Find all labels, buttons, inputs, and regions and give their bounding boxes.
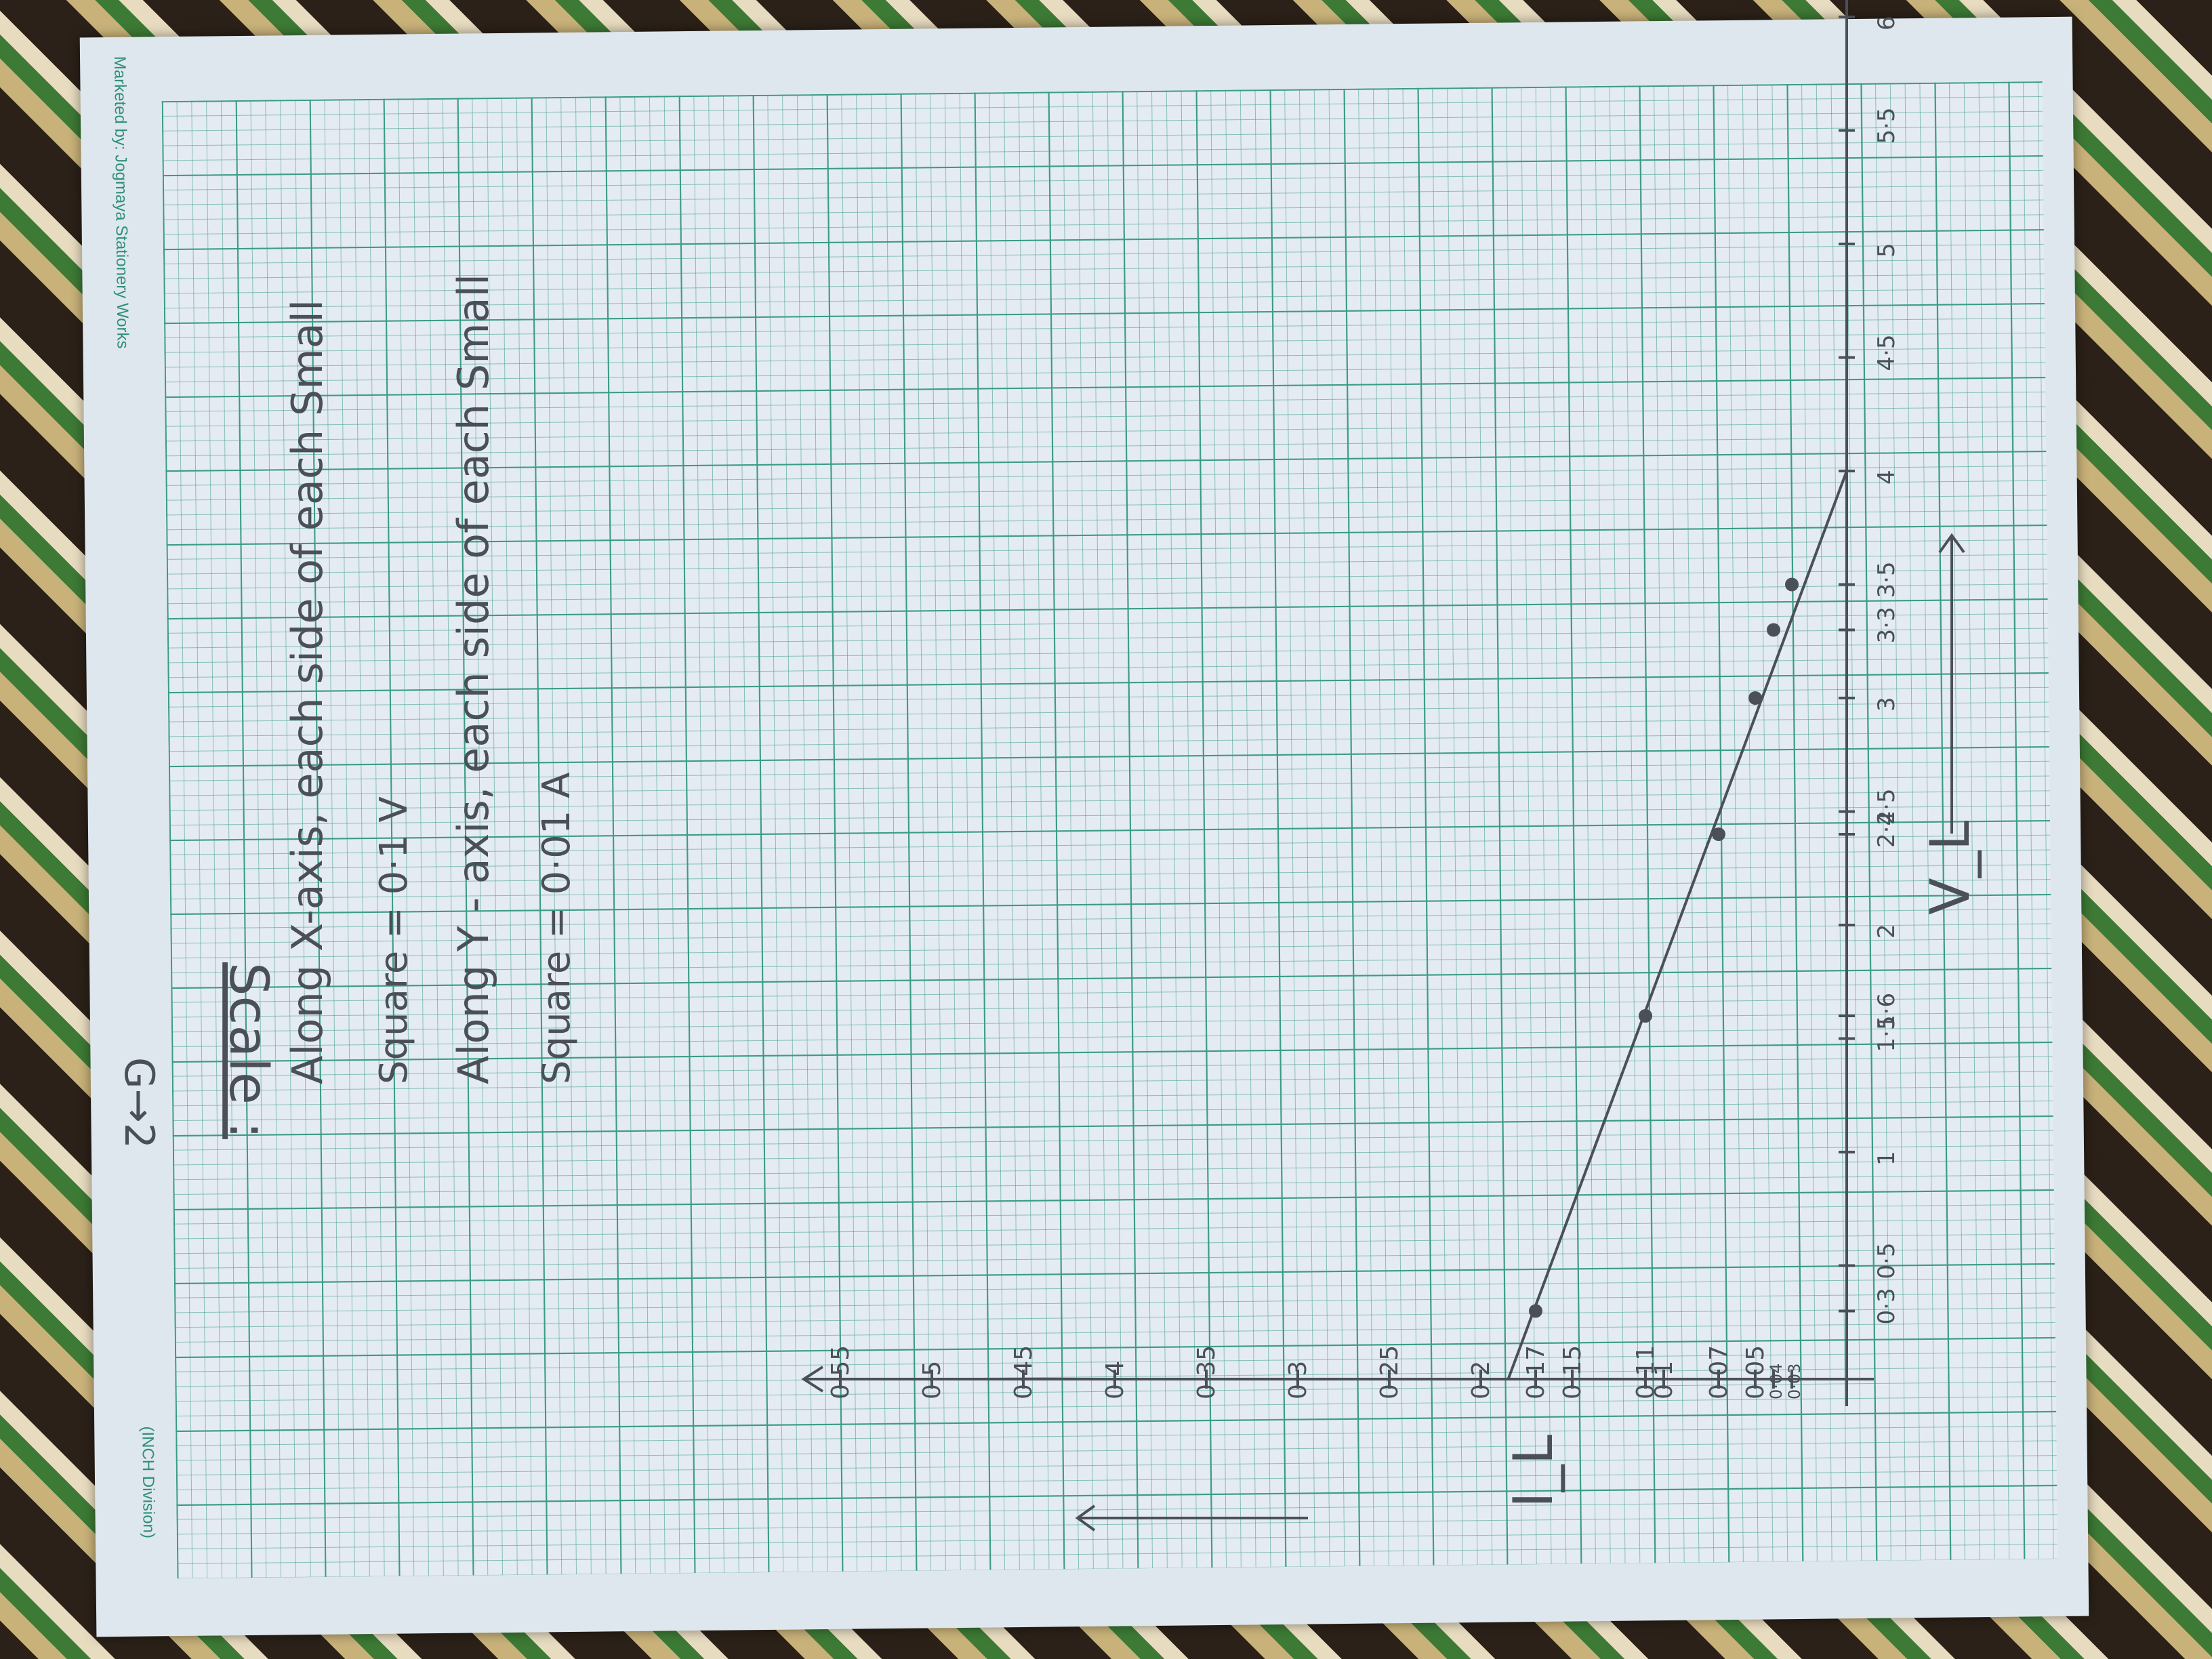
x-tick-label: 0·3 bbox=[1873, 1288, 1900, 1324]
data-point bbox=[1639, 1009, 1652, 1023]
scale-title: Scale : bbox=[218, 962, 279, 1139]
x-tick-label: 1·5 bbox=[1873, 1015, 1900, 1052]
y-tick-label: 0·11 bbox=[1632, 1345, 1660, 1399]
y-tick-label: 0·55 bbox=[827, 1345, 855, 1399]
x-tick-label: 4 bbox=[1873, 470, 1900, 485]
scale-y-line1: Along Y - axis, each side of each Small bbox=[449, 274, 498, 1084]
plot-area: 0·3 0·5 1 1·51·6 2 2·42·5 3 3·3 3·5 4 4·5 5 5·5 6 0·03… bbox=[801, 0, 1982, 1532]
y-tick-label: 0·2 bbox=[1467, 1361, 1495, 1399]
x-tick-label: 0·5 bbox=[1873, 1242, 1900, 1279]
x-tick-label: 3 bbox=[1873, 697, 1900, 712]
y-tick-label: 0·15 bbox=[1559, 1345, 1586, 1399]
y-tick-label: 0·03 bbox=[1785, 1364, 1804, 1399]
data-point bbox=[1712, 827, 1725, 841]
y-tick-label: 0·07 bbox=[1705, 1345, 1733, 1399]
data-point bbox=[1748, 691, 1762, 705]
y-label-arrow-head bbox=[1075, 1504, 1096, 1532]
y-tick-label: 0·35 bbox=[1193, 1345, 1221, 1399]
y-tick-label: 0·4 bbox=[1101, 1361, 1129, 1399]
y-tick-label: 0·17 bbox=[1522, 1345, 1550, 1399]
x-label-arrow-head bbox=[1938, 533, 1965, 554]
y-tick-label: 0·04 bbox=[1767, 1364, 1786, 1399]
graph-number: G→2 bbox=[115, 1057, 163, 1149]
x-tick-label: 3·5 bbox=[1873, 561, 1900, 598]
x-tick-label: 4·5 bbox=[1873, 334, 1900, 371]
data-point bbox=[1785, 577, 1799, 592]
data-point bbox=[1529, 1304, 1542, 1318]
scale-x-line1: Along X-axis, each side of each Small bbox=[283, 300, 332, 1084]
y-tick-label: 0·1 bbox=[1650, 1361, 1678, 1399]
y-axis-label: I_L bbox=[1502, 1434, 1565, 1508]
y-tick-label: 0·05 bbox=[1742, 1345, 1769, 1399]
x-tick-label: 3·3 bbox=[1873, 607, 1900, 643]
x-tick-label: 2 bbox=[1873, 924, 1900, 939]
x-tick-label: 6 bbox=[1873, 16, 1900, 30]
x-tick-label: 1 bbox=[1873, 1151, 1900, 1166]
x-tick-label: 1·6 bbox=[1873, 993, 1900, 1029]
data-point bbox=[1767, 623, 1780, 637]
y-tick-label: 0·45 bbox=[1010, 1345, 1038, 1399]
x-tick-label: 2·5 bbox=[1873, 788, 1900, 825]
x-axis-label: V_L bbox=[1919, 820, 1982, 915]
x-tick-label: 2·4 bbox=[1873, 811, 1900, 848]
y-tick-label: 0·3 bbox=[1284, 1361, 1312, 1399]
x-tick-label: 5·5 bbox=[1873, 107, 1900, 144]
scale-x-line2: Square = 0·1 V bbox=[372, 796, 416, 1084]
series-line bbox=[1507, 470, 1848, 1380]
y-axis-arrow bbox=[801, 1366, 824, 1393]
y-tick-label: 0·5 bbox=[918, 1361, 946, 1399]
x-tick-label: 5 bbox=[1873, 243, 1900, 258]
y-tick-label: 0·25 bbox=[1376, 1345, 1404, 1399]
scale-y-line2: Square = 0·01 A bbox=[535, 773, 579, 1084]
